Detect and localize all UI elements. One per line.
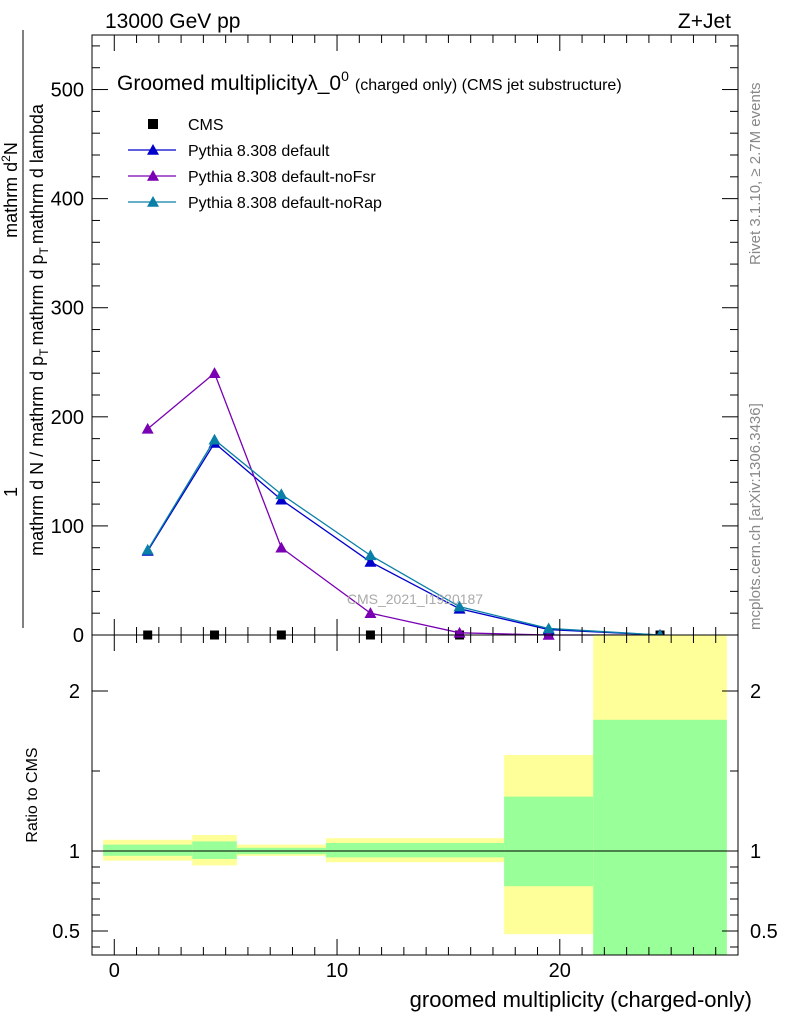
main-y-tick-label: 0 [73,625,84,647]
series-point-1 [364,555,377,567]
ratio-y-axis-label: Ratio to CMS [24,747,41,842]
ylabel-denominator: mathrm d N / mathrm d pTmathrm d pTmathr… [27,103,51,556]
ratio-band-green [103,844,193,856]
main-y-tick-label: 500 [51,80,84,102]
legend-label-0: CMS [188,117,224,134]
series-point-3 [453,600,466,612]
ratio-y-tick-label-right: 1 [750,841,761,863]
ratio-y-tick-label: 0.5 [52,921,80,943]
x-tick-label: 10 [326,960,348,982]
ratio-band-green [325,843,415,858]
x-tick-label: 0 [109,960,120,982]
series-point-3 [141,543,154,555]
ratio-y-tick-label: 1 [69,841,80,863]
rivet-version-label: Rivet 3.1.10, ≥ 2.7M events [747,83,764,266]
ratio-band-green [415,843,505,858]
ratio-band-green [593,719,727,955]
main-y-tick-label: 200 [51,407,84,429]
main-y-tick-label: 400 [51,189,84,211]
x-tick-label: 20 [549,960,571,982]
legend-marker-3 [147,196,159,207]
x-axis-label: groomed multiplicity (charged-only) [410,987,752,1012]
main-y-axis-label: 1 mathrm d2N mathrm d N / mathrm d pTmat… [0,30,51,628]
series-point-1 [275,493,288,505]
analysis-watermark: CMS_2021_I1920187 [347,591,483,607]
main-panel: 0 100 200 300 400 500 Groomed multiplicityλ_0… [0,30,739,647]
series-point-2 [542,629,555,640]
main-y-tick-label: 300 [51,298,84,320]
main-y-tick-label: 100 [51,516,84,538]
header-left: 13000 GeV pp [105,10,240,33]
series-point-3 [208,433,221,445]
legend-label-1: Pythia 8.308 default [188,143,330,160]
ratio-y-tick-label-right: 0.5 [750,921,778,943]
ratio-frame [91,634,739,956]
ylabel-one: 1 [1,487,21,497]
legend: CMS Pythia 8.308 default Pythia 8.308 defa… [128,117,382,212]
series-point-2 [364,607,377,618]
series-point-2 [141,422,154,434]
ratio-y-tick-label-right: 2 [750,681,761,703]
ratio-panel: 0.5 0.5 1 1 2 2 0 10 20 Ratio to CMS groomed mu… [24,634,778,1012]
series-point-2 [275,541,288,553]
ratio-y-tick-label: 2 [69,681,80,703]
chart-title: Groomed multiplicityλ_00(charged only) (… [117,68,622,95]
header-right: Z+Jet [678,10,731,33]
legend-label-2: Pythia 8.308 default-noFsr [188,169,376,186]
series-point-2 [208,367,221,378]
legend-marker-cms [148,119,158,129]
legend-marker-2 [147,170,159,181]
legend-marker-1 [147,144,159,155]
series-point-3 [275,488,288,500]
series-point-3 [364,549,377,561]
ratio-band-green [504,796,594,887]
mcplots-label: mcplots.cern.ch [arXiv:1306.3436] [747,403,764,630]
ratio-band-green [192,841,237,859]
series-point-3 [542,622,555,634]
ylabel-numerator: mathrm d2N [0,142,21,238]
legend-label-3: Pythia 8.308 default-noRap [188,195,382,212]
